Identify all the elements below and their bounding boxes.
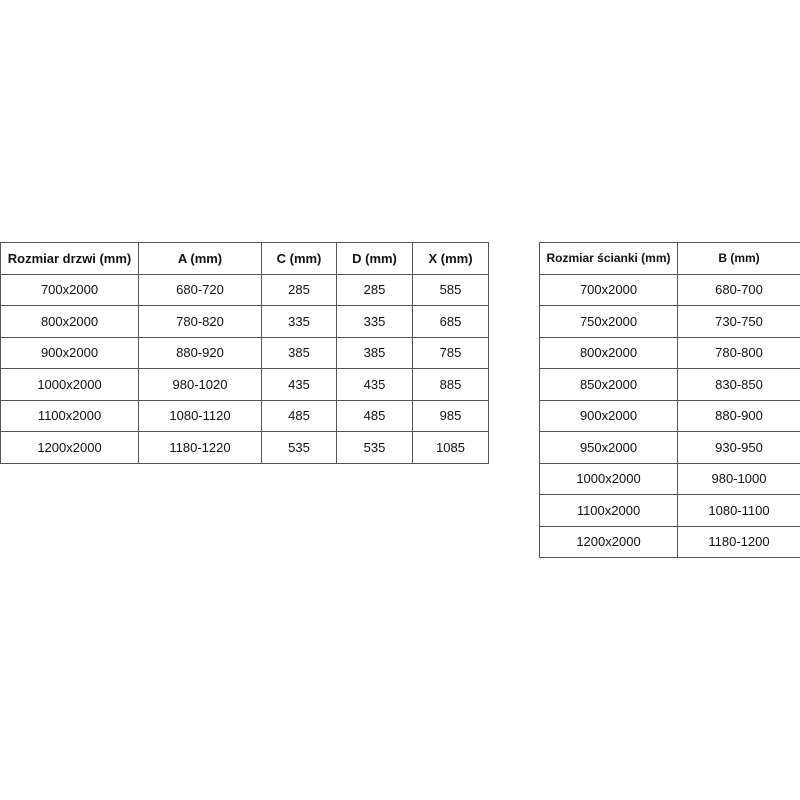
column-header: X (mm) (412, 242, 489, 275)
table-cell: 930-950 (677, 431, 800, 464)
table-header-row: Rozmiar drzwi (mm) A (mm) C (mm) D (mm) X (m… (0, 242, 489, 275)
table-cell: 1180-1220 (138, 431, 262, 464)
table-row: 1100x2000 1080-1120 485 485 985 (0, 399, 489, 432)
table-row: 900x2000 880-900 (539, 399, 800, 432)
wall-size-table: Rozmiar ścianki (mm) B (mm) 700x2000 680-7… (539, 242, 800, 558)
table-cell: 285 (261, 273, 337, 306)
table-cell: 1000x2000 (0, 368, 139, 401)
table-cell: 385 (261, 336, 337, 369)
table-cell: 1000x2000 (539, 462, 678, 495)
table-header-row: Rozmiar ścianki (mm) B (mm) (539, 242, 800, 275)
table-cell: 750x2000 (539, 305, 678, 338)
table-cell: 335 (336, 305, 413, 338)
table-cell: 435 (261, 368, 337, 401)
table-cell: 680-720 (138, 273, 262, 306)
table-cell: 1080-1100 (677, 494, 800, 527)
column-header: C (mm) (261, 242, 337, 275)
table-row: 1200x2000 1180-1200 (539, 525, 800, 558)
table-cell: 1080-1120 (138, 399, 262, 432)
table-cell: 885 (412, 368, 489, 401)
table-cell: 780-820 (138, 305, 262, 338)
table-cell: 900x2000 (539, 399, 678, 432)
table-row: 800x2000 780-800 (539, 336, 800, 369)
table-cell: 730-750 (677, 305, 800, 338)
table-cell: 385 (336, 336, 413, 369)
table-cell: 980-1020 (138, 368, 262, 401)
table-row: 700x2000 680-720 285 285 585 (0, 273, 489, 306)
table-cell: 700x2000 (0, 273, 139, 306)
column-header: B (mm) (677, 242, 800, 275)
table-cell: 535 (261, 431, 337, 464)
table-cell: 485 (261, 399, 337, 432)
table-row: 1000x2000 980-1000 (539, 462, 800, 495)
table-cell: 780-800 (677, 336, 800, 369)
table-cell: 880-900 (677, 399, 800, 432)
table-row: 700x2000 680-700 (539, 273, 800, 306)
table-cell: 700x2000 (539, 273, 678, 306)
table-cell: 830-850 (677, 368, 800, 401)
table-cell: 1100x2000 (0, 399, 139, 432)
table-row: 1200x2000 1180-1220 535 535 1085 (0, 431, 489, 464)
column-header: Rozmiar ścianki (mm) (539, 242, 678, 275)
column-header: D (mm) (336, 242, 413, 275)
table-cell: 685 (412, 305, 489, 338)
table-cell: 785 (412, 336, 489, 369)
table-cell: 485 (336, 399, 413, 432)
table-cell: 285 (336, 273, 413, 306)
table-cell: 1180-1200 (677, 525, 800, 558)
table-cell: 980-1000 (677, 462, 800, 495)
table-cell: 1200x2000 (539, 525, 678, 558)
table-cell: 900x2000 (0, 336, 139, 369)
table-cell: 680-700 (677, 273, 800, 306)
table-cell: 1200x2000 (0, 431, 139, 464)
table-cell: 950x2000 (539, 431, 678, 464)
table-cell: 880-920 (138, 336, 262, 369)
table-cell: 1100x2000 (539, 494, 678, 527)
table-cell: 850x2000 (539, 368, 678, 401)
table-cell: 585 (412, 273, 489, 306)
table-row: 1000x2000 980-1020 435 435 885 (0, 368, 489, 401)
table-row: 1100x2000 1080-1100 (539, 494, 800, 527)
table-cell: 335 (261, 305, 337, 338)
table-cell: 435 (336, 368, 413, 401)
door-size-table: Rozmiar drzwi (mm) A (mm) C (mm) D (mm) X (m… (0, 242, 489, 464)
table-row: 800x2000 780-820 335 335 685 (0, 305, 489, 338)
table-cell: 800x2000 (539, 336, 678, 369)
table-cell: 1085 (412, 431, 489, 464)
table-cell: 535 (336, 431, 413, 464)
table-cell: 800x2000 (0, 305, 139, 338)
column-header: A (mm) (138, 242, 262, 275)
table-row: 900x2000 880-920 385 385 785 (0, 336, 489, 369)
table-row: 850x2000 830-850 (539, 368, 800, 401)
table-row: 950x2000 930-950 (539, 431, 800, 464)
column-header: Rozmiar drzwi (mm) (0, 242, 139, 275)
table-row: 750x2000 730-750 (539, 305, 800, 338)
table-cell: 985 (412, 399, 489, 432)
